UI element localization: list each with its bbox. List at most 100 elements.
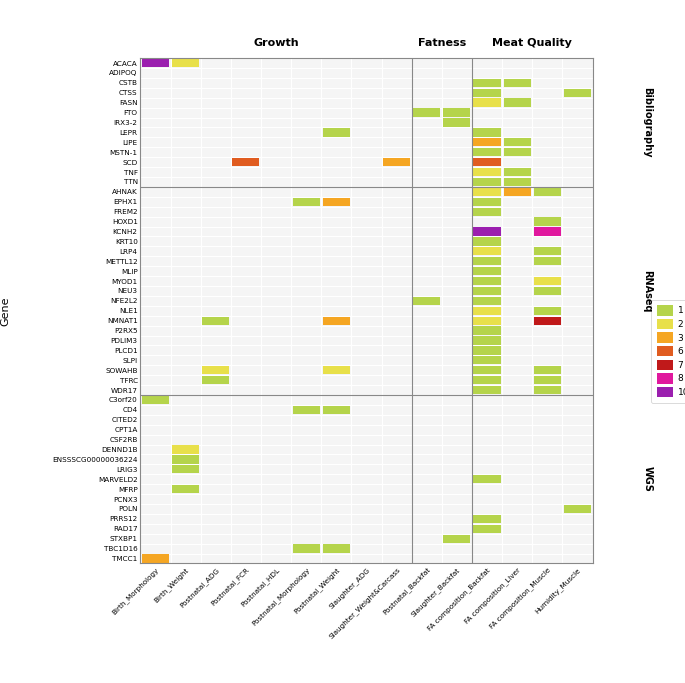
Bar (171, 484, 201, 494)
Bar (532, 207, 562, 217)
Bar (201, 415, 231, 425)
Bar (231, 276, 261, 286)
Bar (261, 197, 291, 207)
Bar (202, 366, 229, 374)
Bar (412, 276, 442, 286)
Bar (532, 365, 562, 375)
Bar (291, 524, 321, 533)
Bar (442, 326, 472, 335)
Bar (382, 148, 412, 157)
Bar (171, 157, 201, 167)
Bar (532, 276, 562, 286)
Bar (473, 237, 501, 246)
Bar (231, 157, 261, 167)
Bar (502, 177, 532, 187)
Bar (291, 454, 321, 464)
Bar (532, 117, 562, 128)
Bar (502, 316, 532, 326)
Bar (140, 148, 171, 157)
Bar (351, 326, 382, 335)
Bar (502, 117, 532, 128)
Bar (562, 445, 593, 454)
Bar (473, 178, 501, 186)
Bar (261, 514, 291, 524)
Bar (472, 365, 502, 375)
Bar (231, 177, 261, 187)
Bar (412, 533, 442, 544)
Bar (321, 128, 351, 137)
Bar (201, 128, 231, 137)
Bar (442, 58, 472, 68)
Bar (292, 544, 320, 553)
Bar (292, 197, 320, 206)
Bar (261, 326, 291, 335)
Bar (140, 157, 171, 167)
Bar (412, 286, 442, 296)
Bar (502, 266, 532, 276)
Bar (231, 266, 261, 276)
Bar (382, 375, 412, 385)
Bar (382, 484, 412, 494)
Bar (171, 494, 201, 504)
Bar (321, 415, 351, 425)
Bar (382, 266, 412, 276)
Bar (261, 286, 291, 296)
Bar (562, 177, 593, 187)
Bar (321, 78, 351, 88)
Bar (321, 167, 351, 177)
Bar (351, 346, 382, 355)
Bar (171, 504, 201, 514)
Bar (321, 68, 351, 78)
Bar (412, 504, 442, 514)
Bar (140, 108, 171, 117)
Bar (171, 425, 201, 434)
Bar (472, 385, 502, 395)
Bar (562, 167, 593, 177)
Bar (321, 326, 351, 335)
Bar (532, 464, 562, 474)
Bar (231, 385, 261, 395)
Bar (472, 335, 502, 346)
Bar (562, 247, 593, 256)
Bar (231, 187, 261, 197)
Bar (140, 78, 171, 88)
Bar (382, 365, 412, 375)
Bar (412, 68, 442, 78)
Bar (562, 286, 593, 296)
Bar (291, 187, 321, 197)
Bar (321, 306, 351, 316)
Bar (321, 217, 351, 227)
Bar (231, 256, 261, 266)
Bar (201, 355, 231, 365)
Bar (472, 445, 502, 454)
Bar (503, 98, 531, 107)
Bar (321, 157, 351, 167)
Bar (321, 108, 351, 117)
Bar (473, 307, 501, 315)
Bar (473, 168, 501, 176)
Bar (562, 415, 593, 425)
Bar (382, 108, 412, 117)
Bar (231, 533, 261, 544)
Bar (412, 355, 442, 365)
Bar (291, 88, 321, 98)
Bar (171, 326, 201, 335)
Bar (351, 514, 382, 524)
Bar (231, 434, 261, 445)
Bar (140, 524, 171, 533)
Bar (201, 434, 231, 445)
Bar (201, 484, 231, 494)
Bar (140, 434, 171, 445)
Bar (201, 88, 231, 98)
Bar (201, 108, 231, 117)
Bar (321, 464, 351, 474)
Bar (472, 108, 502, 117)
Bar (321, 227, 351, 236)
Bar (532, 316, 562, 326)
Bar (412, 524, 442, 533)
Bar (291, 58, 321, 68)
Bar (321, 405, 351, 415)
Bar (291, 415, 321, 425)
Bar (532, 217, 562, 227)
Bar (140, 415, 171, 425)
